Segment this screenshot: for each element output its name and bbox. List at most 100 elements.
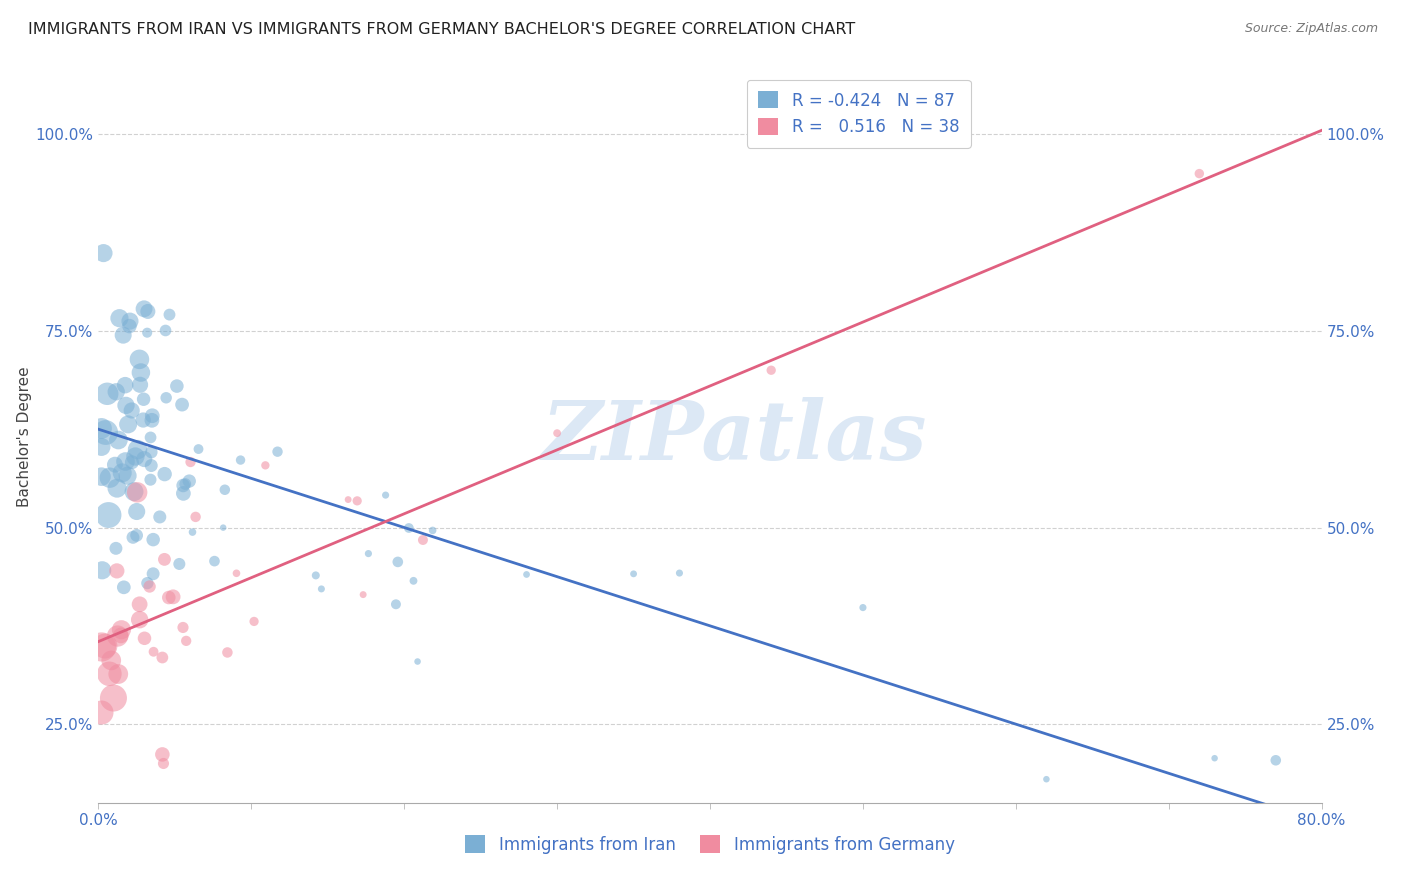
Point	[90, 421, 112, 435]
Point	[385, 597, 408, 611]
Point	[204, 554, 226, 568]
Point	[98, 471, 121, 485]
Point	[100, 653, 122, 667]
Point	[104, 541, 127, 556]
Point	[127, 442, 149, 457]
Point	[132, 413, 155, 427]
Point	[217, 645, 239, 659]
Point	[118, 319, 141, 334]
Point	[125, 504, 148, 518]
Point	[166, 379, 188, 393]
Point	[111, 466, 134, 480]
Point	[114, 378, 136, 392]
Point	[90, 640, 112, 654]
Point	[170, 398, 193, 412]
Point	[122, 484, 145, 499]
Point	[122, 530, 145, 544]
Point	[406, 655, 429, 669]
Point	[142, 533, 165, 547]
Point	[623, 566, 645, 581]
Point	[346, 494, 368, 508]
Point	[150, 650, 173, 665]
Point	[90, 440, 112, 454]
Point	[112, 328, 135, 343]
Point	[94, 425, 117, 440]
Point	[90, 706, 112, 720]
Point	[668, 566, 690, 580]
Point	[266, 444, 288, 458]
Point	[124, 450, 146, 464]
Point	[254, 458, 277, 473]
Point	[117, 468, 139, 483]
Point	[387, 555, 409, 569]
Point	[128, 613, 150, 627]
Point	[121, 403, 143, 417]
Point	[114, 454, 136, 468]
Point	[412, 533, 434, 547]
Point	[115, 398, 138, 412]
Point	[136, 304, 159, 318]
Text: IMMIGRANTS FROM IRAN VS IMMIGRANTS FROM GERMANY BACHELOR'S DEGREE CORRELATION CH: IMMIGRANTS FROM IRAN VS IMMIGRANTS FROM …	[28, 22, 855, 37]
Point	[108, 311, 131, 326]
Point	[141, 413, 163, 427]
Point	[121, 455, 143, 469]
Y-axis label: Bachelor's Degree: Bachelor's Degree	[17, 367, 32, 508]
Point	[159, 308, 181, 322]
Point	[136, 326, 159, 340]
Point	[152, 756, 174, 771]
Point	[305, 568, 328, 582]
Point	[179, 474, 201, 488]
Point	[117, 417, 139, 432]
Point	[107, 629, 129, 643]
Point	[110, 628, 132, 642]
Point	[352, 588, 374, 602]
Point	[134, 632, 156, 646]
Point	[187, 442, 209, 456]
Point	[337, 492, 360, 507]
Point	[96, 386, 118, 401]
Point	[181, 525, 204, 540]
Point	[1188, 167, 1211, 181]
Point	[132, 392, 155, 407]
Legend: Immigrants from Iran, Immigrants from Germany: Immigrants from Iran, Immigrants from Ge…	[458, 829, 962, 860]
Point	[169, 557, 191, 571]
Point	[225, 566, 247, 581]
Point	[139, 430, 162, 444]
Point	[138, 580, 160, 594]
Point	[98, 666, 121, 681]
Point	[105, 481, 128, 495]
Point	[402, 574, 425, 588]
Point	[180, 455, 202, 469]
Point	[139, 473, 162, 487]
Point	[155, 391, 177, 405]
Point	[107, 667, 129, 681]
Point	[128, 597, 150, 611]
Point	[311, 582, 333, 596]
Point	[97, 508, 120, 522]
Point	[759, 363, 782, 377]
Point	[162, 590, 184, 604]
Point	[142, 566, 165, 581]
Point	[1035, 772, 1057, 787]
Point	[129, 377, 152, 392]
Point	[110, 623, 132, 637]
Point	[107, 433, 129, 447]
Point	[157, 591, 180, 605]
Point	[118, 314, 141, 328]
Point	[229, 453, 252, 467]
Point	[516, 567, 538, 582]
Point	[153, 552, 176, 566]
Point	[132, 301, 155, 316]
Point	[174, 477, 197, 491]
Point	[149, 510, 172, 524]
Point	[125, 528, 148, 542]
Point	[184, 509, 207, 524]
Point	[94, 639, 117, 653]
Text: ZIPatlas: ZIPatlas	[541, 397, 927, 477]
Point	[172, 478, 194, 492]
Point	[172, 620, 194, 634]
Point	[212, 520, 235, 534]
Point	[128, 352, 150, 367]
Point	[105, 564, 128, 578]
Point	[374, 488, 396, 502]
